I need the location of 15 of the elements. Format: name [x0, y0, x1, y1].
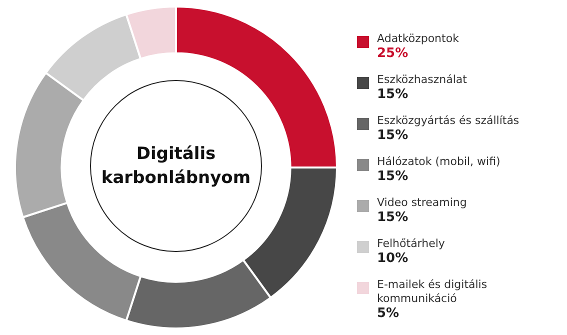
text: Digitális karbonlábnyom — [100, 143, 252, 190]
legend-label: E-mailek és digitális kommunikáció — [377, 278, 488, 306]
data-label: 15% — [377, 169, 410, 184]
legend-label: Felhőtárhely — [377, 237, 445, 251]
legend-label: Hálózatok (mobil, wifi) — [377, 155, 500, 169]
legend-label: Video streaming — [377, 196, 467, 210]
data-label: 15% — [377, 128, 410, 143]
legend-label: Adatközpontok — [377, 32, 459, 46]
legend-label: Eszközgyártás és szállítás — [377, 114, 520, 128]
data-label: 25% — [377, 46, 410, 61]
data-label: 10% — [377, 251, 410, 266]
data-label: 15% — [377, 210, 410, 225]
legend-label: Eszközhasználat — [377, 73, 467, 87]
data-label: 5% — [377, 306, 400, 321]
data-label: 15% — [377, 87, 410, 102]
